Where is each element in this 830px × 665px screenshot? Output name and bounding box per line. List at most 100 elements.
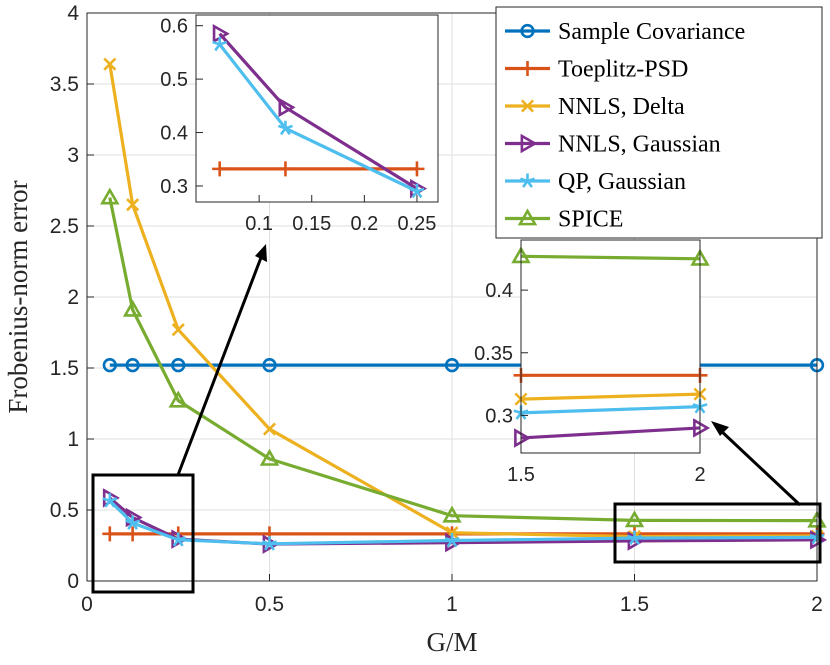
main-marker-spice [168, 390, 188, 408]
inset-left-box [195, 14, 439, 203]
legend-label-sample-covariance: Sample Covariance [558, 19, 745, 45]
main-line-spice [108, 197, 818, 523]
legend-entry-nnls-delta: NNLS, Delta [505, 94, 685, 120]
main-marker-qp-gaussian [170, 532, 186, 547]
inset-left-marker-toeplitz-psd [212, 161, 228, 177]
main-series-spice [100, 187, 827, 528]
main-marker-toeplitz-psd [102, 526, 118, 542]
main-y-tick-label: 4 [67, 2, 79, 25]
main-marker-sample-covariance [125, 358, 140, 373]
main-marker-qp-gaussian [125, 515, 141, 530]
inset-left-x-tick-label: 0.15 [292, 213, 331, 235]
arrow-left [176, 244, 267, 476]
main-marker-sample-covariance [444, 358, 460, 373]
inset-right-line-nnls-gaussian [520, 426, 701, 440]
legend-label-nnls-delta: NNLS, Delta [558, 94, 685, 120]
legend-label-spice: SPICE [558, 207, 623, 233]
main-marker-nnls-delta [103, 57, 117, 71]
main-plot-lines [100, 57, 828, 554]
legend-entry-sample-covariance: Sample Covariance [505, 19, 745, 45]
legend-entry-toeplitz-psd: Toeplitz-PSD [505, 57, 688, 83]
legend-marker-toeplitz-psd [520, 61, 535, 76]
inset-left-y-tick-label: 0.5 [160, 69, 188, 91]
legend: Sample Covariance Toeplitz-PSD NNLS, Delta… [495, 6, 823, 239]
main-y-tick-label: 1.5 [50, 357, 79, 380]
inset-right-background [521, 240, 700, 453]
main-marker-spice [624, 510, 645, 528]
main-y-tick-label: 1 [67, 428, 79, 451]
main-axis-ticks: 0 0.5 1 1.5 2 0 0.5 1 1.5 2 2.5 3 3.5 4 [50, 2, 823, 616]
zoom-box-left [91, 473, 195, 594]
inset-right-box [520, 239, 701, 454]
main-y-tick-label: 0 [67, 570, 79, 593]
inset-right-y-tick-label: 0.4 [485, 280, 513, 302]
inset-left-x-tick-label: 0.2 [350, 213, 378, 235]
main-marker-spice [100, 187, 120, 205]
legend-entry-nnls-gaussian: NNLS, Gaussian [505, 132, 721, 158]
main-y-tick-label: 0.5 [50, 499, 79, 522]
main-marker-nnls-delta [126, 198, 140, 212]
inset-left-series-group [212, 23, 428, 199]
inset-left-y-tick-label: 0.3 [160, 176, 188, 198]
legend-marker-nnls-delta [520, 99, 535, 113]
inset-left-marker-qp-gaussian [409, 183, 425, 199]
main-marker-nnls-delta [262, 422, 277, 436]
inset-right-line-qp-gaussian [520, 405, 701, 415]
main-y-tick-label: 3 [67, 144, 79, 167]
legend-entry-qp-gaussian: QP, Gaussian [505, 169, 686, 195]
main-marker-sample-covariance [262, 358, 277, 373]
main-marker-spice [442, 505, 462, 523]
inset-left-line-nnls-gaussian [218, 32, 418, 191]
legend-marker-nnls-gaussian [520, 133, 538, 154]
main-y-tick-label: 3.5 [50, 73, 79, 96]
legend-label-qp-gaussian: QP, Gaussian [558, 169, 686, 195]
main-marker-sample-covariance [102, 358, 117, 373]
main-marker-qp-gaussian [626, 530, 643, 545]
main-x-tick-label: 1 [446, 593, 458, 616]
inset-left-marker-qp-gaussian [212, 36, 228, 52]
inset-left-background [196, 15, 438, 202]
arrow-right [711, 421, 802, 507]
main-marker-spice [259, 448, 280, 466]
main-x-tick-label: 1.5 [620, 593, 649, 616]
inset-right-x-tick-label: 2 [694, 464, 705, 486]
main-y-tick-label: 2 [67, 286, 79, 309]
inset-right-marker-nnls-gaussian [514, 428, 532, 448]
main-x-tick-label: 2 [811, 593, 823, 616]
inset-left-lines [212, 23, 428, 199]
inset-right-y-tick-label: 0.3 [485, 405, 513, 427]
inset-right-line-nnls-delta [520, 392, 701, 401]
legend-label-toeplitz-psd: Toeplitz-PSD [558, 57, 688, 83]
inset-left-marker-nnls-gaussian [278, 97, 296, 118]
main-series-group [100, 57, 828, 554]
inset-left-ticks: 0.1 0.15 0.2 0.25 0.3 0.4 0.5 0.6 [160, 16, 436, 235]
inset-left-marker-toeplitz-psd [277, 161, 293, 177]
legend-marker-spice [517, 208, 538, 226]
main-x-tick-label: 0 [81, 593, 93, 616]
main-marker-toeplitz-psd [125, 526, 141, 542]
inset-right-ticks: 1.5 2 0.3 0.35 0.4 [474, 280, 706, 486]
inset-left-marker-toeplitz-psd [409, 161, 425, 177]
legend-label-nnls-gaussian: NNLS, Gaussian [558, 132, 721, 158]
main-marker-qp-gaussian [444, 533, 460, 548]
y-axis-label: Frobenius-norm error [3, 180, 33, 413]
legend-entry-spice: SPICE [505, 207, 623, 233]
inset-left-x-tick-label: 0.1 [245, 213, 273, 235]
main-marker-sample-covariance [171, 358, 186, 373]
legend-box [495, 6, 823, 239]
main-marker-spice [122, 299, 143, 317]
inset-right-y-tick-label: 0.35 [474, 343, 513, 365]
inset-right-marker-nnls-gaussian [693, 418, 711, 438]
legend-marker-sample-covariance [520, 23, 535, 39]
inset-left-marker-qp-gaussian [277, 120, 293, 136]
inset-right-x-tick-label: 1.5 [507, 464, 535, 486]
x-axis-label: G/M [426, 627, 477, 657]
zoom-box-right [613, 502, 822, 564]
inset-left-y-tick-label: 0.6 [160, 16, 188, 38]
legend-marker-qp-gaussian [519, 173, 536, 188]
main-y-tick-label: 2.5 [50, 215, 79, 238]
inset-left-series-qp-gaussian [212, 36, 425, 199]
main-marker-nnls-delta [171, 323, 185, 337]
inset-right-line-spice [520, 254, 701, 261]
inset-left-x-tick-label: 0.25 [397, 213, 436, 235]
